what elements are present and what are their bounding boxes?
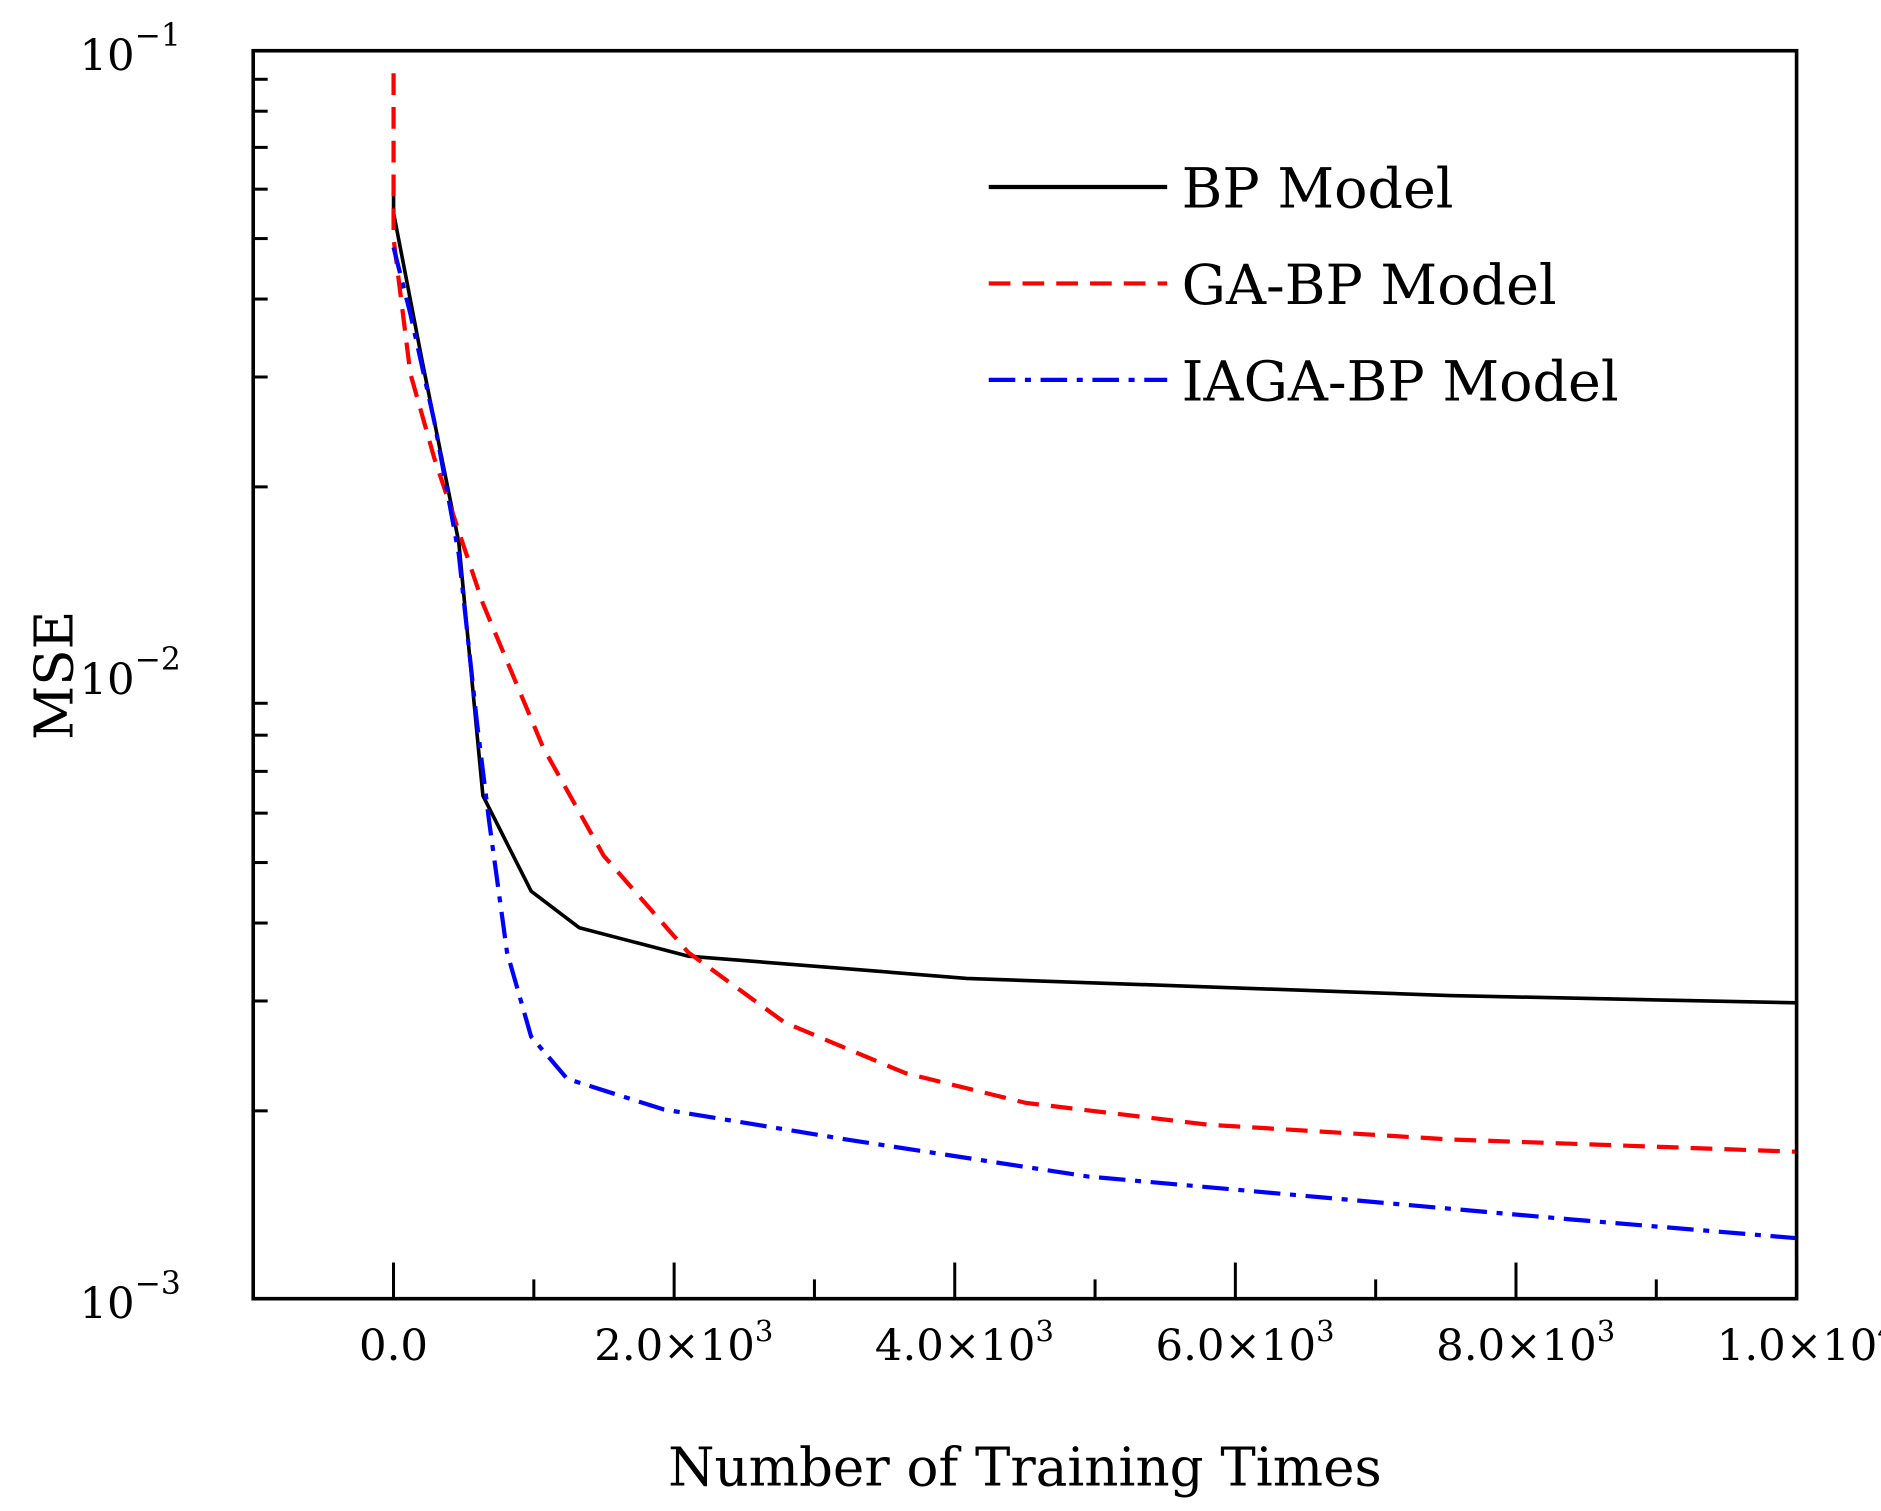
- x-tick-exponent: 3: [1597, 1314, 1615, 1348]
- y-axis-label: MSE: [23, 611, 85, 740]
- legend-label: IAGA-BP Model: [1182, 350, 1619, 414]
- x-tick-mantissa: 1.0×10: [1717, 1321, 1878, 1371]
- x-tick-label: 2.0×103: [594, 1314, 773, 1371]
- x-tick-label: 6.0×103: [1156, 1314, 1335, 1371]
- y-tick-exponent: −2: [135, 642, 181, 678]
- x-tick-label: 0.0: [359, 1321, 428, 1371]
- x-tick-mantissa: 4.0×10: [875, 1321, 1036, 1371]
- series-line-iaga-bp-model: [391, 246, 1797, 1241]
- series-lines: [391, 73, 1797, 1241]
- y-tick-mantissa: 10: [79, 655, 134, 705]
- x-tick-exponent: 3: [755, 1314, 773, 1348]
- x-axis-label: Number of Training Times: [668, 1437, 1382, 1499]
- x-tick-label: 8.0×103: [1436, 1314, 1615, 1371]
- plot-frame: [251, 48, 1799, 1301]
- x-tick-exponent: 3: [1035, 1314, 1053, 1348]
- series-line-bp-model: [391, 186, 1797, 1005]
- y-tick-exponent: −3: [135, 1266, 181, 1302]
- x-tick-mantissa: 2.0×10: [594, 1321, 755, 1371]
- x-tick-label: 4.0×103: [875, 1314, 1054, 1371]
- x-tick-label: 1.0×104: [1717, 1314, 1881, 1371]
- x-tick-exponent: 3: [1316, 1314, 1334, 1348]
- y-tick-mantissa: 10: [79, 1279, 134, 1329]
- axis-ticks: [253, 77, 1799, 1299]
- legend-label: GA-BP Model: [1182, 254, 1557, 318]
- legend-label: BP Model: [1182, 157, 1454, 221]
- y-tick-mantissa: 10: [79, 31, 134, 81]
- x-tick-mantissa: 0.0: [359, 1321, 428, 1371]
- y-tick-label: 10−2: [79, 642, 180, 705]
- y-tick-label: 10−1: [79, 18, 180, 81]
- x-tick-exponent: 4: [1877, 1314, 1881, 1348]
- tick-labels: 0.02.0×1034.0×1036.0×1038.0×1031.0×10410…: [79, 18, 1881, 1371]
- x-tick-mantissa: 6.0×10: [1156, 1321, 1317, 1371]
- y-tick-label: 10−3: [79, 1266, 180, 1329]
- x-tick-mantissa: 8.0×10: [1436, 1321, 1597, 1371]
- y-tick-exponent: −1: [135, 18, 181, 54]
- legend: BP Model GA-BP Model IAGA-BP Model: [988, 157, 1619, 414]
- series-line-ga-bp-model: [391, 73, 1797, 1154]
